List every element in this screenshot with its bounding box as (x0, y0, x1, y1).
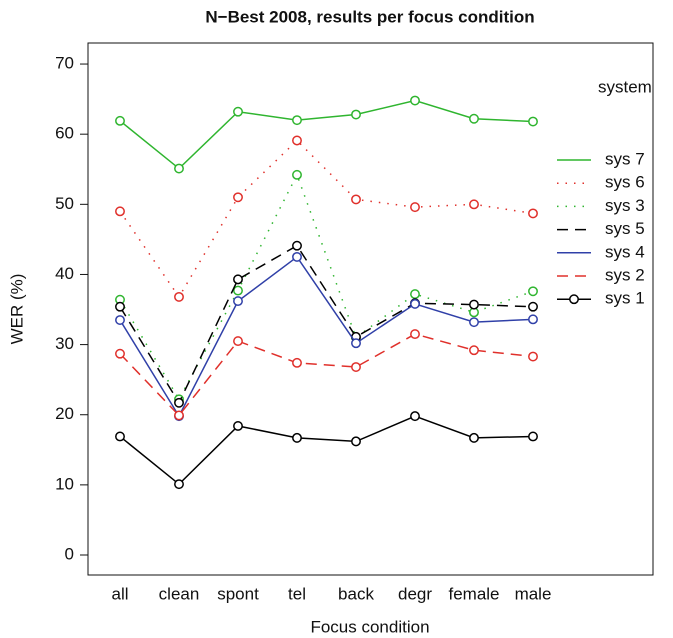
point (469, 113, 479, 124)
x-tick-label: back (338, 584, 374, 603)
legend-label: sys 5 (605, 219, 645, 238)
point (292, 240, 302, 251)
point (410, 95, 420, 106)
y-axis-title: WER (%) (7, 274, 26, 345)
x-tick-label: female (448, 584, 499, 603)
legend-label: sys 4 (605, 242, 645, 261)
point (115, 115, 125, 126)
point (469, 299, 479, 310)
x-tick-label: degr (398, 584, 432, 603)
point (115, 315, 125, 325)
point (351, 436, 361, 447)
series-line (119, 244, 534, 405)
legend-title: system (598, 77, 652, 96)
point (528, 116, 538, 127)
point (115, 431, 125, 442)
point (115, 348, 125, 359)
y-tick-label: 20 (55, 404, 74, 423)
point (174, 397, 184, 408)
point (115, 206, 125, 217)
y-tick-label: 60 (55, 124, 74, 143)
y-tick-label: 0 (65, 544, 74, 563)
point (174, 163, 184, 174)
series-line (119, 255, 534, 418)
point (469, 317, 479, 328)
point (469, 432, 479, 443)
point (292, 432, 302, 443)
point (528, 208, 538, 219)
legend-label: sys 7 (605, 149, 645, 168)
point (351, 194, 361, 205)
series-line (119, 99, 534, 170)
point (410, 329, 420, 340)
point (528, 301, 538, 312)
point (410, 202, 420, 213)
x-axis-title: Focus condition (310, 617, 429, 636)
point (528, 286, 538, 297)
y-tick-label: 70 (55, 54, 74, 73)
series-line (119, 415, 534, 486)
point (351, 362, 361, 372)
plot-frame (87, 42, 654, 576)
point (351, 338, 361, 349)
point (410, 289, 420, 300)
point (528, 351, 538, 362)
point (469, 199, 479, 210)
point (292, 357, 302, 368)
series-line (119, 333, 534, 417)
chart-title: N−Best 2008, results per focus condition (205, 7, 534, 26)
legend-marker (569, 294, 579, 305)
point (233, 421, 243, 431)
point (115, 301, 125, 312)
x-tick-label: spont (217, 584, 259, 603)
point (292, 251, 302, 262)
point (292, 115, 302, 126)
point (233, 336, 243, 347)
point (469, 345, 479, 356)
legend-label: sys 6 (605, 173, 645, 192)
x-tick-label: male (515, 584, 552, 603)
point (528, 314, 538, 325)
y-tick-label: 50 (55, 194, 74, 213)
point (410, 411, 420, 422)
y-tick-label: 30 (55, 334, 74, 353)
point (528, 431, 538, 442)
point (174, 410, 184, 421)
point (233, 192, 243, 203)
legend-label: sys 3 (605, 196, 645, 215)
x-tick-label: tel (288, 584, 306, 603)
point (351, 109, 361, 120)
point (410, 298, 420, 309)
legend-label: sys 2 (605, 265, 645, 284)
y-tick-label: 40 (55, 264, 74, 283)
legend-label: sys 1 (605, 289, 645, 308)
series-line (119, 139, 534, 299)
point (174, 479, 184, 490)
x-tick-label: all (111, 584, 128, 603)
point (292, 135, 302, 146)
x-tick-label: clean (159, 584, 200, 603)
point (233, 274, 243, 285)
point (233, 285, 243, 296)
point (233, 106, 243, 117)
point (174, 291, 184, 302)
y-tick-label: 10 (55, 474, 74, 493)
point (233, 296, 243, 307)
point (292, 169, 302, 180)
